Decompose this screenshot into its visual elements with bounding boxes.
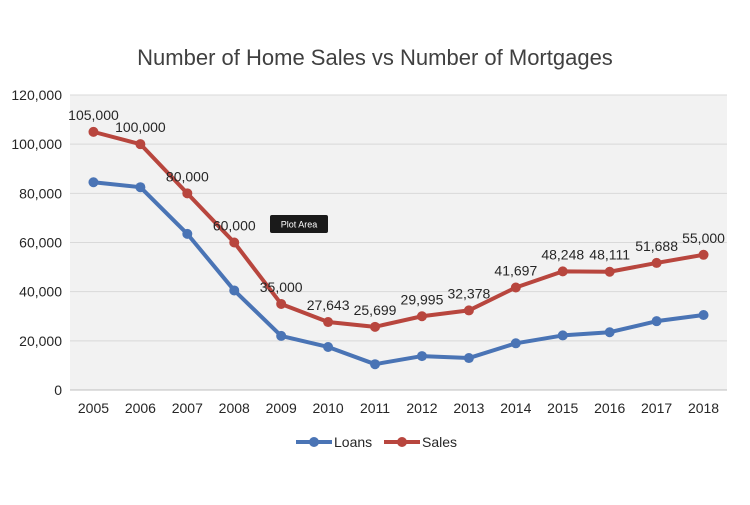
data-point-sales[interactable] — [604, 266, 615, 277]
tooltip-label: Plot Area — [281, 220, 318, 230]
data-point-sales[interactable] — [88, 126, 99, 137]
legend-item-sales[interactable]: Sales — [384, 434, 457, 450]
data-point-loans[interactable] — [323, 341, 334, 352]
data-point-sales[interactable] — [463, 305, 474, 316]
y-tick-label: 20,000 — [19, 333, 62, 349]
data-label-sales: 100,000 — [115, 119, 166, 135]
x-tick-label: 2018 — [688, 400, 719, 416]
legend-label: Sales — [422, 434, 457, 450]
series-line-sales[interactable] — [91, 129, 706, 329]
x-tick-label: 2015 — [547, 400, 578, 416]
legend-swatch-marker — [309, 437, 319, 447]
data-point-sales[interactable] — [416, 311, 427, 322]
series-sales[interactable] — [88, 126, 709, 332]
chart-title: Number of Home Sales vs Number of Mortga… — [137, 45, 613, 70]
legend-label: Loans — [334, 434, 372, 450]
y-tick-label: 120,000 — [11, 87, 62, 103]
data-label-sales: 41,697 — [494, 262, 537, 278]
data-point-loans[interactable] — [229, 285, 240, 296]
data-label-sales: 27,643 — [307, 297, 350, 313]
x-tick-label: 2016 — [594, 400, 625, 416]
data-label-sales: 105,000 — [68, 107, 119, 123]
data-point-loans[interactable] — [135, 182, 146, 193]
y-tick-label: 80,000 — [19, 185, 62, 201]
x-tick-label: 2009 — [266, 400, 297, 416]
y-tick-label: 40,000 — [19, 284, 62, 300]
legend: Loans Sales — [296, 434, 457, 450]
data-label-sales: 35,000 — [260, 279, 303, 295]
data-label-sales: 55,000 — [682, 230, 725, 246]
x-tick-label: 2008 — [219, 400, 250, 416]
data-label-sales: 25,699 — [354, 302, 397, 318]
data-label-sales: 32,378 — [447, 285, 490, 301]
tooltip-background — [270, 215, 328, 233]
x-tick-label: 2017 — [641, 400, 672, 416]
data-point-loans[interactable] — [510, 338, 521, 349]
legend-swatch-marker — [397, 437, 407, 447]
y-tick-label: 0 — [54, 382, 62, 398]
data-point-sales[interactable] — [698, 249, 709, 260]
x-tick-label: 2014 — [500, 400, 531, 416]
data-point-loans[interactable] — [276, 330, 287, 341]
data-label-sales: 29,995 — [401, 291, 444, 307]
data-point-sales[interactable] — [182, 188, 193, 199]
gridlines — [70, 94, 727, 342]
data-point-sales[interactable] — [323, 317, 334, 328]
data-point-sales[interactable] — [370, 321, 381, 332]
x-tick-label: 2013 — [453, 400, 484, 416]
plot-area-tooltip: Plot Area — [270, 215, 328, 233]
axes: 0 20,000 40,000 60,000 80,000 100,000 120,000 2… — [11, 87, 727, 416]
data-point-sales[interactable] — [557, 266, 568, 277]
data-label-sales: 48,111 — [589, 247, 630, 263]
series-line-loans[interactable] — [91, 180, 706, 367]
x-tick-label: 2012 — [406, 400, 437, 416]
x-tick-label: 2011 — [360, 400, 390, 416]
data-point-loans[interactable] — [88, 177, 99, 188]
x-tick-label: 2006 — [125, 400, 156, 416]
data-point-sales[interactable] — [135, 139, 146, 150]
x-tick-label: 2005 — [78, 400, 109, 416]
data-point-sales[interactable] — [229, 237, 240, 248]
series-loans[interactable] — [88, 177, 709, 370]
data-label-sales: 48,248 — [541, 246, 584, 262]
y-tick-label: 100,000 — [11, 136, 62, 152]
data-point-loans[interactable] — [370, 359, 381, 370]
data-label-sales: 51,688 — [635, 238, 678, 254]
data-point-loans[interactable] — [651, 316, 662, 327]
x-tick-label: 2007 — [172, 400, 203, 416]
data-point-loans[interactable] — [416, 351, 427, 362]
data-point-sales[interactable] — [651, 257, 662, 268]
data-point-loans[interactable] — [463, 353, 474, 364]
data-label-sales: 80,000 — [166, 168, 209, 184]
series-group — [88, 126, 709, 370]
legend-item-loans[interactable]: Loans — [296, 434, 372, 450]
data-point-loans[interactable] — [604, 327, 615, 338]
data-label-sales: 60,000 — [213, 218, 256, 234]
data-point-sales[interactable] — [510, 282, 521, 293]
data-point-loans[interactable] — [557, 330, 568, 341]
y-tick-label: 60,000 — [19, 235, 62, 251]
data-point-loans[interactable] — [182, 228, 193, 239]
x-tick-label: 2010 — [313, 400, 344, 416]
data-point-sales[interactable] — [276, 298, 287, 309]
data-point-loans[interactable] — [698, 310, 709, 321]
